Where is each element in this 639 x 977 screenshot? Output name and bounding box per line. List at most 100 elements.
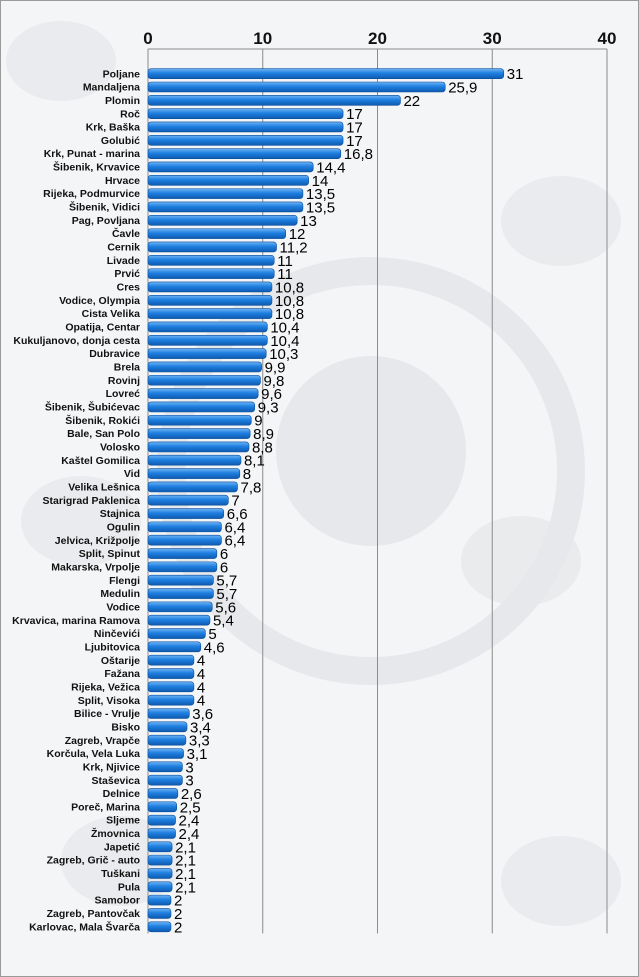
bar (147, 268, 275, 279)
bar (147, 481, 238, 493)
data-label: 4 (197, 679, 205, 696)
category-label: Vid (124, 468, 140, 480)
data-label: 2 (174, 893, 182, 910)
bar (147, 548, 218, 559)
data-label: 13,5 (306, 186, 335, 203)
bar (147, 868, 173, 879)
category-label: Šibenik, Krvavice (53, 161, 140, 174)
category-label: Opatija, Centar (65, 322, 140, 334)
bar (147, 521, 222, 533)
x-tick-label: 30 (483, 29, 502, 48)
category-label: Brela (114, 362, 140, 374)
category-label: Krk, Punat - marina (44, 148, 140, 160)
bar (147, 414, 252, 426)
bar (147, 574, 214, 586)
category-label: Oštarije (101, 655, 140, 667)
bar (147, 175, 309, 186)
data-label: 4 (197, 653, 205, 670)
data-label: 8 (243, 466, 251, 483)
category-label: Velika Lešnica (68, 481, 140, 493)
data-label: 11 (277, 266, 293, 283)
data-label: 2,5 (180, 799, 201, 816)
data-label: 12 (289, 226, 306, 243)
category-label: Makarska, Vrpolje (51, 561, 140, 573)
bar (147, 374, 261, 386)
bar (147, 148, 342, 159)
bar (147, 828, 176, 839)
data-label: 3 (185, 773, 193, 790)
bar (147, 894, 172, 906)
bar (147, 441, 250, 453)
category-label: Šibenik, Vidici (69, 201, 140, 214)
data-label: 2 (174, 906, 182, 923)
category-label: Korčula, Vela Luka (47, 748, 141, 760)
category-label: Medulin (100, 588, 140, 600)
category-label: Dubravice (89, 348, 140, 360)
category-label: Bale, San Polo (67, 428, 140, 440)
category-label: Split, Spinut (79, 548, 141, 560)
bar (147, 121, 344, 133)
bar (147, 561, 218, 573)
data-label: 9,9 (265, 359, 286, 376)
data-label: 2,1 (175, 879, 196, 896)
bar (147, 641, 202, 653)
category-label: Livade (107, 255, 140, 267)
bar (147, 534, 222, 546)
category-label: Plomin (105, 95, 140, 107)
data-label: 5,6 (215, 599, 236, 616)
bar (147, 668, 195, 679)
data-label: 10,4 (270, 319, 299, 336)
data-label: 5,7 (216, 573, 237, 590)
category-label: Poreč, Marina (71, 801, 140, 813)
category-label: Hrvace (105, 175, 140, 187)
data-label: 11,2 (280, 239, 308, 256)
bar (147, 81, 446, 93)
bar (147, 628, 206, 639)
category-label: Samobor (94, 895, 140, 907)
category-label: Cista Velika (82, 308, 141, 320)
bar (147, 361, 262, 373)
data-label: 4 (197, 666, 205, 683)
category-label: Šibenik, Šubićevac (45, 401, 140, 414)
bar (147, 188, 304, 199)
data-label: 6,6 (227, 506, 248, 523)
category-label: Ljubitovica (85, 641, 141, 653)
bar (147, 854, 173, 866)
data-label: 3 (185, 759, 193, 776)
category-label: Zagreb, Grič - auto (47, 855, 140, 867)
data-label: 2,1 (175, 853, 196, 870)
bars (147, 68, 505, 933)
bar (147, 721, 188, 733)
category-label: Volosko (100, 442, 140, 454)
data-label: 3,1 (187, 746, 208, 763)
data-label: 10,8 (275, 293, 304, 310)
bar (147, 308, 273, 319)
category-label: Ninčevići (94, 628, 140, 640)
data-label: 17 (346, 106, 363, 123)
data-label: 9,6 (261, 386, 282, 403)
data-label: 25,9 (448, 79, 477, 96)
category-label: Pag, Povljana (72, 215, 140, 227)
data-label: 8,8 (252, 439, 273, 456)
data-label: 6,4 (224, 519, 245, 536)
bar (147, 681, 195, 693)
category-label: Cernik (107, 242, 140, 254)
data-label: 2,4 (179, 813, 200, 830)
bar (147, 588, 214, 599)
data-label: 17 (346, 133, 363, 150)
data-label: 16,8 (344, 146, 373, 163)
data-label: 2,1 (175, 839, 196, 856)
category-label: Golubić (101, 135, 140, 147)
x-tick-label: 40 (598, 29, 617, 48)
data-label: 2,4 (179, 826, 200, 843)
category-label: Lovreć (106, 388, 141, 400)
bar (147, 654, 195, 666)
bar (147, 788, 179, 799)
category-label: Rijeka, Podmurvice (43, 188, 140, 200)
data-label: 6,4 (224, 533, 245, 550)
data-label: 4,6 (204, 639, 225, 656)
category-label: Delnice (103, 788, 141, 800)
x-tick-label: 10 (253, 29, 272, 48)
data-label: 5,7 (216, 586, 237, 603)
